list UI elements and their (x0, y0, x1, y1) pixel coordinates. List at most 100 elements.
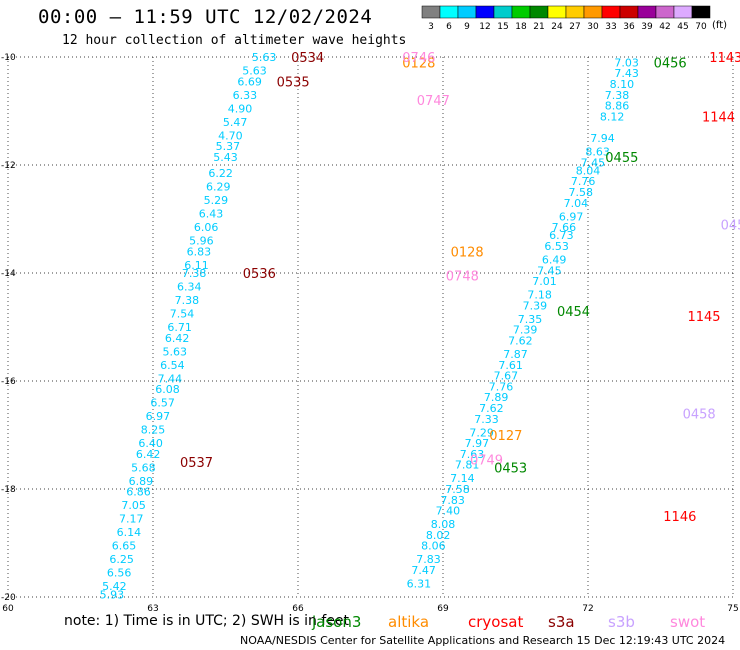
swh-value-label: 5.93 (100, 588, 125, 601)
pass-number-label: 0127 (489, 429, 522, 444)
swh-value-label: 8.12 (600, 110, 625, 123)
swh-value-label: 7.83 (416, 553, 441, 566)
pass-number-label: 0128 (451, 245, 484, 260)
swh-value-label: 6.33 (233, 89, 258, 102)
colorbar-label: 9 (464, 22, 470, 32)
swh-value-label: 6.54 (160, 359, 185, 372)
y-tick-label: -16 (1, 377, 16, 387)
y-tick-label: -10 (1, 53, 16, 63)
chart-title: 00:00 – 11:59 UTC 12/02/2024 (38, 6, 373, 28)
footer-note: note: 1) Time is in UTC; 2) SWH is in fe… (64, 613, 350, 629)
swh-value-label: 6.86 (126, 486, 151, 499)
colorbar-swatch (457, 5, 477, 19)
colorbar-swatch (601, 5, 621, 19)
pass-number-label: 0454 (557, 305, 590, 320)
swh-value-label: 8.25 (141, 424, 166, 437)
swh-value-label: 5.43 (213, 151, 238, 164)
legend-s3b: s3b (608, 613, 635, 631)
legend-altika: altika (388, 613, 430, 631)
colorbar-label: 18 (515, 22, 527, 32)
pass-number-label: 0747 (417, 94, 450, 109)
chart-subtitle: 12 hour collection of altimeter wave hei… (62, 33, 407, 48)
swh-value-label: 4.70 (218, 129, 243, 142)
swh-value-label: 6.97 (559, 210, 584, 223)
x-tick-label: 75 (727, 604, 738, 614)
pass-number-label: 1144 (702, 110, 735, 125)
pass-number-label: 1145 (687, 310, 720, 325)
swh-value-label: 6.08 (155, 383, 180, 396)
swh-value-label: 8.08 (431, 518, 456, 531)
pass-number-label: 0458 (683, 407, 716, 422)
legend-s3a: s3a (548, 613, 575, 631)
swh-value-label: 6.40 (138, 437, 163, 450)
y-tick-label: -12 (1, 161, 16, 171)
y-tick-label: -18 (1, 485, 16, 495)
swh-value-label: 7.40 (436, 505, 461, 518)
colorbar-label: 70 (695, 22, 707, 32)
swh-value-label: 7.76 (571, 175, 596, 188)
y-tick-label: -20 (1, 593, 16, 603)
swh-value-label: 7.38 (605, 89, 630, 102)
swh-value-label: 7.18 (527, 289, 552, 302)
swh-value-label: 6.14 (117, 526, 142, 539)
swh-value-label: 7.62 (479, 402, 504, 415)
colorbar-swatch (637, 5, 657, 19)
colorbar-swatch (565, 5, 585, 19)
pass-number-label: 0455 (605, 151, 638, 166)
colorbar-swatch (547, 5, 567, 19)
swh-value-label: 7.43 (614, 67, 639, 80)
swh-value-label: 6.06 (194, 221, 219, 234)
swh-value-label: 5.29 (204, 194, 229, 207)
colorbar-swatch (673, 5, 693, 19)
swh-value-label: 7.39 (523, 299, 548, 312)
swh-value-label: 7.38 (175, 294, 200, 307)
colorbar-label: 12 (479, 22, 490, 32)
legend-jason3: jason3 (312, 613, 362, 631)
colorbar-swatch (691, 5, 711, 19)
pass-number-label: 0534 (291, 51, 324, 66)
swh-value-label: 6.22 (208, 167, 233, 180)
swh-value-label: 7.47 (411, 564, 436, 577)
swh-value-label: 5.63 (252, 51, 277, 64)
colorbar-label: 45 (677, 22, 688, 32)
swh-value-label: 5.37 (216, 140, 241, 153)
swh-value-label: 7.61 (498, 359, 523, 372)
swh-value-label: 7.35 (518, 313, 543, 326)
colorbar-label: 36 (623, 22, 635, 32)
colorbar-swatch (655, 5, 675, 19)
swh-value-label: 6.31 (407, 578, 432, 591)
x-tick-label: 72 (582, 604, 593, 614)
swh-value-label: 8.04 (576, 164, 601, 177)
colorbar-swatch (421, 5, 441, 19)
swh-value-label: 7.66 (552, 221, 577, 234)
colorbar-swatch (529, 5, 549, 19)
swh-value-label: 6.53 (544, 240, 569, 253)
pass-number-label: 0128 (402, 56, 435, 71)
swh-value-label: 8.02 (426, 529, 451, 542)
colorbar-label: 6 (446, 22, 452, 32)
swh-value-label: 7.76 (489, 380, 514, 393)
swh-value-label: 7.81 (455, 459, 480, 472)
colorbar-label: 15 (497, 22, 508, 32)
colorbar-label: 27 (569, 22, 580, 32)
colorbar-label: 33 (605, 22, 616, 32)
swh-value-label: 7.14 (450, 472, 475, 485)
swh-value-label: 5.63 (163, 345, 188, 358)
colorbar-swatch (475, 5, 495, 19)
y-tick-label: -14 (1, 269, 16, 279)
swh-value-label: 7.38 (182, 267, 207, 280)
swh-value-label: 6.69 (237, 75, 262, 88)
swh-value-label: 6.57 (150, 397, 175, 410)
swh-value-label: 7.58 (445, 483, 470, 496)
colorbar-swatch (619, 5, 639, 19)
swh-value-label: 6.11 (184, 259, 209, 272)
swh-value-label: 7.63 (460, 448, 485, 461)
swh-value-label: 6.49 (542, 254, 567, 267)
swh-value-label: 6.97 (146, 410, 171, 423)
colorbar-label: 39 (641, 22, 653, 32)
x-tick-label: 60 (2, 604, 14, 614)
swh-value-label: 6.29 (206, 181, 231, 194)
swh-value-label: 8.06 (421, 540, 446, 553)
pass-number-label: 0453 (494, 461, 527, 476)
legend-swot: swot (670, 613, 706, 631)
